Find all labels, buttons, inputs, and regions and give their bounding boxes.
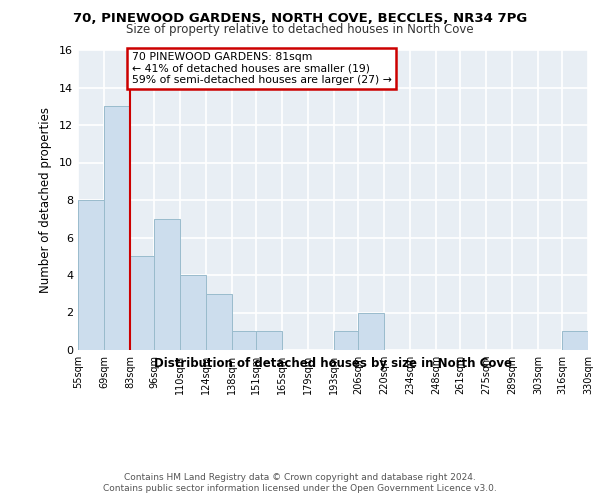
Bar (232, 331, 256, 350)
Text: 70 PINEWOOD GARDENS: 81sqm
← 41% of detached houses are smaller (19)
59% of semi: 70 PINEWOOD GARDENS: 81sqm ← 41% of deta… (132, 52, 392, 85)
Text: Size of property relative to detached houses in North Cove: Size of property relative to detached ho… (126, 24, 474, 36)
Bar (130, 256, 154, 350)
Bar (334, 331, 358, 350)
Text: 70, PINEWOOD GARDENS, NORTH COVE, BECCLES, NR34 7PG: 70, PINEWOOD GARDENS, NORTH COVE, BECCLE… (73, 12, 527, 26)
Bar (358, 312, 384, 350)
Text: Contains public sector information licensed under the Open Government Licence v3: Contains public sector information licen… (103, 484, 497, 493)
Bar (104, 106, 130, 350)
Bar (78, 200, 104, 350)
Text: Distribution of detached houses by size in North Cove: Distribution of detached houses by size … (154, 358, 512, 370)
Text: Contains HM Land Registry data © Crown copyright and database right 2024.: Contains HM Land Registry data © Crown c… (124, 472, 476, 482)
Bar (154, 219, 180, 350)
Bar (180, 275, 206, 350)
Y-axis label: Number of detached properties: Number of detached properties (39, 107, 52, 293)
Bar (562, 331, 588, 350)
Bar (206, 294, 232, 350)
Bar (256, 331, 282, 350)
